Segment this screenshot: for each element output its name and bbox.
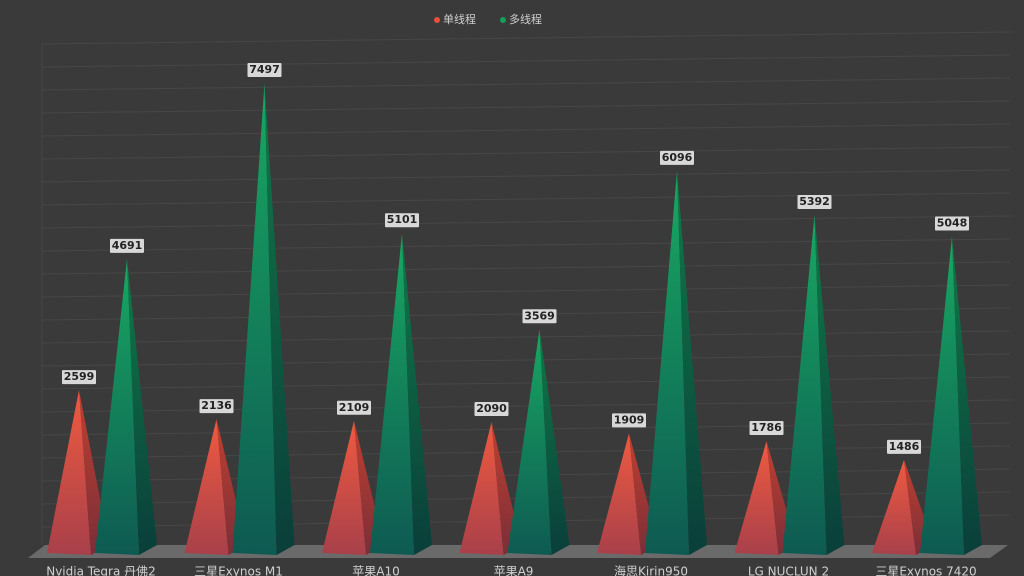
value-label: 4691 — [112, 239, 143, 252]
grid-line — [41, 261, 1011, 275]
pyramid-face — [322, 420, 366, 555]
value-label: 1909 — [614, 413, 645, 426]
pyramid — [232, 83, 295, 555]
pyramid-face — [872, 459, 916, 555]
value-label: 1486 — [889, 440, 920, 453]
x-tick-label: LG NUCLUN 2 — [748, 565, 829, 576]
x-tick-label: 海思Kirin950 — [614, 564, 688, 576]
pyramid — [370, 233, 432, 555]
grid-line — [41, 330, 1011, 344]
x-tick-label: 苹果A10 — [352, 565, 399, 576]
value-label-bg — [660, 150, 694, 165]
grid-line — [41, 100, 1011, 114]
pyramid-side — [539, 329, 570, 555]
pyramid — [507, 329, 570, 555]
value-label-bg — [62, 370, 96, 385]
pyramid-face — [95, 258, 139, 555]
value-label: 2090 — [476, 402, 507, 415]
pyramid — [645, 170, 707, 556]
pyramid-face — [184, 419, 229, 555]
pyramid-face — [645, 170, 689, 556]
legend: 单线程 多线程 — [434, 12, 542, 26]
grid-line — [41, 353, 1011, 367]
pyramid-face — [920, 236, 964, 555]
x-tick-label: 苹果A9 — [494, 565, 534, 576]
value-label: 7497 — [249, 63, 280, 76]
grid-line — [41, 192, 1011, 206]
pyramid-face — [232, 83, 277, 555]
value-label: 6096 — [662, 151, 693, 164]
value-label-bg — [110, 238, 144, 253]
pyramid-face — [597, 433, 641, 555]
grid-line — [41, 215, 1011, 229]
pyramid-face — [459, 421, 504, 555]
grid-line — [41, 54, 1011, 68]
grid-line — [41, 31, 1011, 45]
value-label: 2136 — [201, 399, 232, 412]
legend-label: 多线程 — [509, 12, 542, 26]
value-label: 5048 — [937, 217, 968, 230]
legend-swatch — [434, 17, 440, 23]
pyramid-face — [782, 214, 827, 555]
pyramid — [920, 236, 982, 555]
pyramid-side — [402, 233, 432, 555]
pyramid — [95, 258, 157, 555]
value-label: 2109 — [339, 401, 370, 414]
pyramid-face — [734, 441, 779, 555]
value-label-bg — [385, 213, 419, 228]
pyramid — [782, 214, 845, 555]
value-label: 2599 — [64, 370, 95, 383]
value-label-bg — [887, 439, 921, 454]
pyramid-side — [127, 258, 157, 555]
value-label-bg — [199, 399, 234, 414]
grid-line — [41, 123, 1011, 137]
value-label-bg — [797, 194, 832, 209]
value-label-bg — [474, 401, 509, 416]
pyramid-face — [507, 329, 552, 555]
value-label: 1786 — [751, 421, 782, 434]
value-label-bg — [522, 309, 557, 324]
value-label: 5101 — [387, 213, 418, 226]
plot: 2599 4691 Nvidia Tegra 丹佛2 2136 7497 三星Exynos… — [46, 63, 982, 576]
pyramid-side — [814, 214, 845, 555]
legend-swatch — [500, 17, 506, 23]
value-label-bg — [337, 400, 371, 415]
grid-line — [41, 146, 1011, 160]
pyramid-face — [370, 233, 414, 555]
pyramid-side — [677, 170, 707, 556]
pyramid-side — [952, 236, 982, 555]
grid-line — [41, 284, 1011, 298]
x-tick-label: 三星Exynos 7420 — [875, 565, 976, 576]
legend-label: 单线程 — [443, 12, 476, 26]
grid-line — [41, 169, 1011, 183]
x-tick-label: Nvidia Tegra 丹佛2 — [46, 565, 156, 576]
value-label-bg — [749, 421, 784, 436]
value-label-bg — [935, 216, 969, 231]
value-label: 5392 — [799, 195, 830, 208]
pyramid-face — [47, 390, 91, 555]
value-label-bg — [247, 63, 282, 77]
value-label-bg — [612, 413, 646, 428]
grid-line — [41, 77, 1011, 91]
value-label: 3569 — [524, 309, 555, 322]
grid-line — [41, 376, 1011, 390]
grid-line — [41, 238, 1011, 252]
pyramid-side — [264, 83, 295, 555]
x-tick-label: 三星Exynos M1 — [194, 565, 283, 576]
